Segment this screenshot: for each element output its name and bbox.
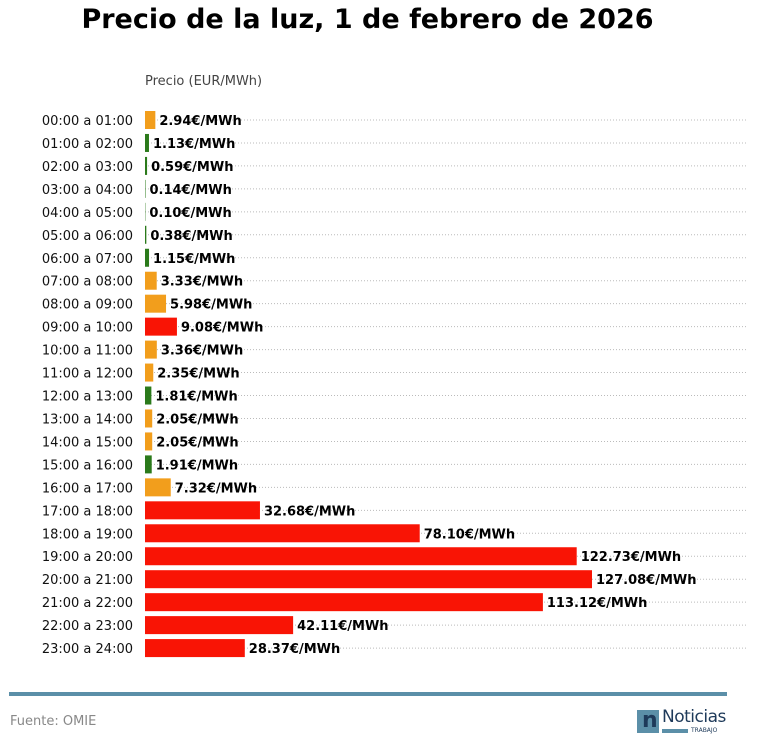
bar bbox=[145, 639, 245, 658]
logo-underline bbox=[662, 729, 688, 733]
bar bbox=[145, 524, 420, 543]
bar bbox=[145, 133, 149, 152]
category-label: 15:00 a 16:00 bbox=[42, 458, 133, 473]
data-label: 122.73€/MWh bbox=[581, 550, 682, 565]
data-label: 2.35€/MWh bbox=[157, 367, 239, 382]
bar bbox=[145, 570, 592, 589]
bar bbox=[145, 111, 156, 129]
data-label: 9.08€/MWh bbox=[181, 321, 263, 336]
category-label: 01:00 a 02:00 bbox=[42, 137, 133, 152]
data-label: 1.81€/MWh bbox=[155, 390, 237, 405]
data-label: 2.05€/MWh bbox=[156, 412, 238, 427]
bar bbox=[145, 248, 150, 267]
category-label: 09:00 a 10:00 bbox=[42, 321, 133, 336]
bar bbox=[145, 478, 171, 497]
noticias-trabajo-logo: n Noticias TRABAJO bbox=[637, 707, 729, 735]
bar bbox=[145, 386, 152, 405]
data-label: 0.59€/MWh bbox=[151, 160, 233, 175]
bar bbox=[145, 501, 260, 520]
bar bbox=[145, 225, 147, 244]
data-label: 0.14€/MWh bbox=[149, 183, 231, 198]
bar bbox=[145, 363, 154, 382]
axis-label: Precio (EUR/MWh) bbox=[145, 74, 263, 89]
data-label: 32.68€/MWh bbox=[264, 504, 355, 519]
category-label: 12:00 a 13:00 bbox=[42, 390, 133, 405]
bar bbox=[145, 271, 157, 290]
category-label: 20:00 a 21:00 bbox=[42, 573, 133, 588]
category-label: 17:00 a 18:00 bbox=[42, 504, 133, 519]
bar bbox=[145, 455, 152, 474]
footer-divider bbox=[9, 692, 727, 696]
bar bbox=[145, 340, 157, 359]
bar bbox=[145, 616, 294, 635]
category-label: 03:00 a 04:00 bbox=[42, 183, 133, 198]
data-label: 1.13€/MWh bbox=[153, 137, 235, 152]
data-label: 2.94€/MWh bbox=[159, 114, 241, 129]
category-label: 14:00 a 15:00 bbox=[42, 435, 133, 450]
category-label: 02:00 a 03:00 bbox=[42, 160, 133, 175]
data-label: 42.11€/MWh bbox=[297, 619, 388, 634]
data-label: 127.08€/MWh bbox=[596, 573, 697, 588]
category-label: 23:00 a 24:00 bbox=[42, 642, 133, 657]
bar-chart: 00:00 a 01:00 2.94€/MWh 01:00 a 02:00 1.13€… bbox=[42, 111, 748, 658]
logo-mark-letter: n bbox=[642, 708, 658, 733]
logo-mark: n bbox=[637, 708, 659, 733]
data-label: 28.37€/MWh bbox=[249, 642, 340, 657]
data-label: 1.15€/MWh bbox=[153, 252, 235, 267]
source-text: Fuente: OMIE bbox=[10, 714, 97, 729]
data-label: 2.05€/MWh bbox=[156, 435, 238, 450]
bar bbox=[145, 432, 153, 451]
category-label: 22:00 a 23:00 bbox=[42, 619, 133, 634]
category-label: 07:00 a 08:00 bbox=[42, 275, 133, 290]
category-label: 18:00 a 19:00 bbox=[42, 527, 133, 542]
category-label: 13:00 a 14:00 bbox=[42, 412, 133, 427]
data-label: 7.32€/MWh bbox=[175, 481, 257, 496]
data-label: 0.10€/MWh bbox=[149, 206, 231, 221]
bar bbox=[145, 294, 167, 313]
data-label: 0.38€/MWh bbox=[150, 229, 232, 244]
logo-word: Noticias bbox=[662, 707, 726, 727]
category-label: 19:00 a 20:00 bbox=[42, 550, 133, 565]
chart-title: Precio de la luz, 1 de febrero de 2026 bbox=[81, 4, 654, 35]
data-label: 3.33€/MWh bbox=[161, 275, 243, 290]
category-label: 05:00 a 06:00 bbox=[42, 229, 133, 244]
category-label: 04:00 a 05:00 bbox=[42, 206, 133, 221]
logo-sub: TRABAJO bbox=[691, 727, 718, 734]
data-label: 5.98€/MWh bbox=[170, 298, 252, 313]
category-label: 10:00 a 11:00 bbox=[42, 344, 133, 359]
bar bbox=[145, 156, 148, 175]
category-label: 08:00 a 09:00 bbox=[42, 298, 133, 313]
category-label: 11:00 a 12:00 bbox=[42, 367, 133, 382]
category-label: 16:00 a 17:00 bbox=[42, 481, 133, 496]
data-label: 78.10€/MWh bbox=[424, 527, 515, 542]
bar bbox=[145, 409, 153, 428]
category-label: 00:00 a 01:00 bbox=[42, 114, 133, 129]
category-label: 21:00 a 22:00 bbox=[42, 596, 133, 611]
bar bbox=[145, 593, 543, 612]
data-label: 3.36€/MWh bbox=[161, 344, 243, 359]
bar bbox=[145, 317, 177, 336]
data-label: 113.12€/MWh bbox=[547, 596, 648, 611]
bar bbox=[145, 547, 577, 566]
data-label: 1.91€/MWh bbox=[156, 458, 238, 473]
category-label: 06:00 a 07:00 bbox=[42, 252, 133, 267]
